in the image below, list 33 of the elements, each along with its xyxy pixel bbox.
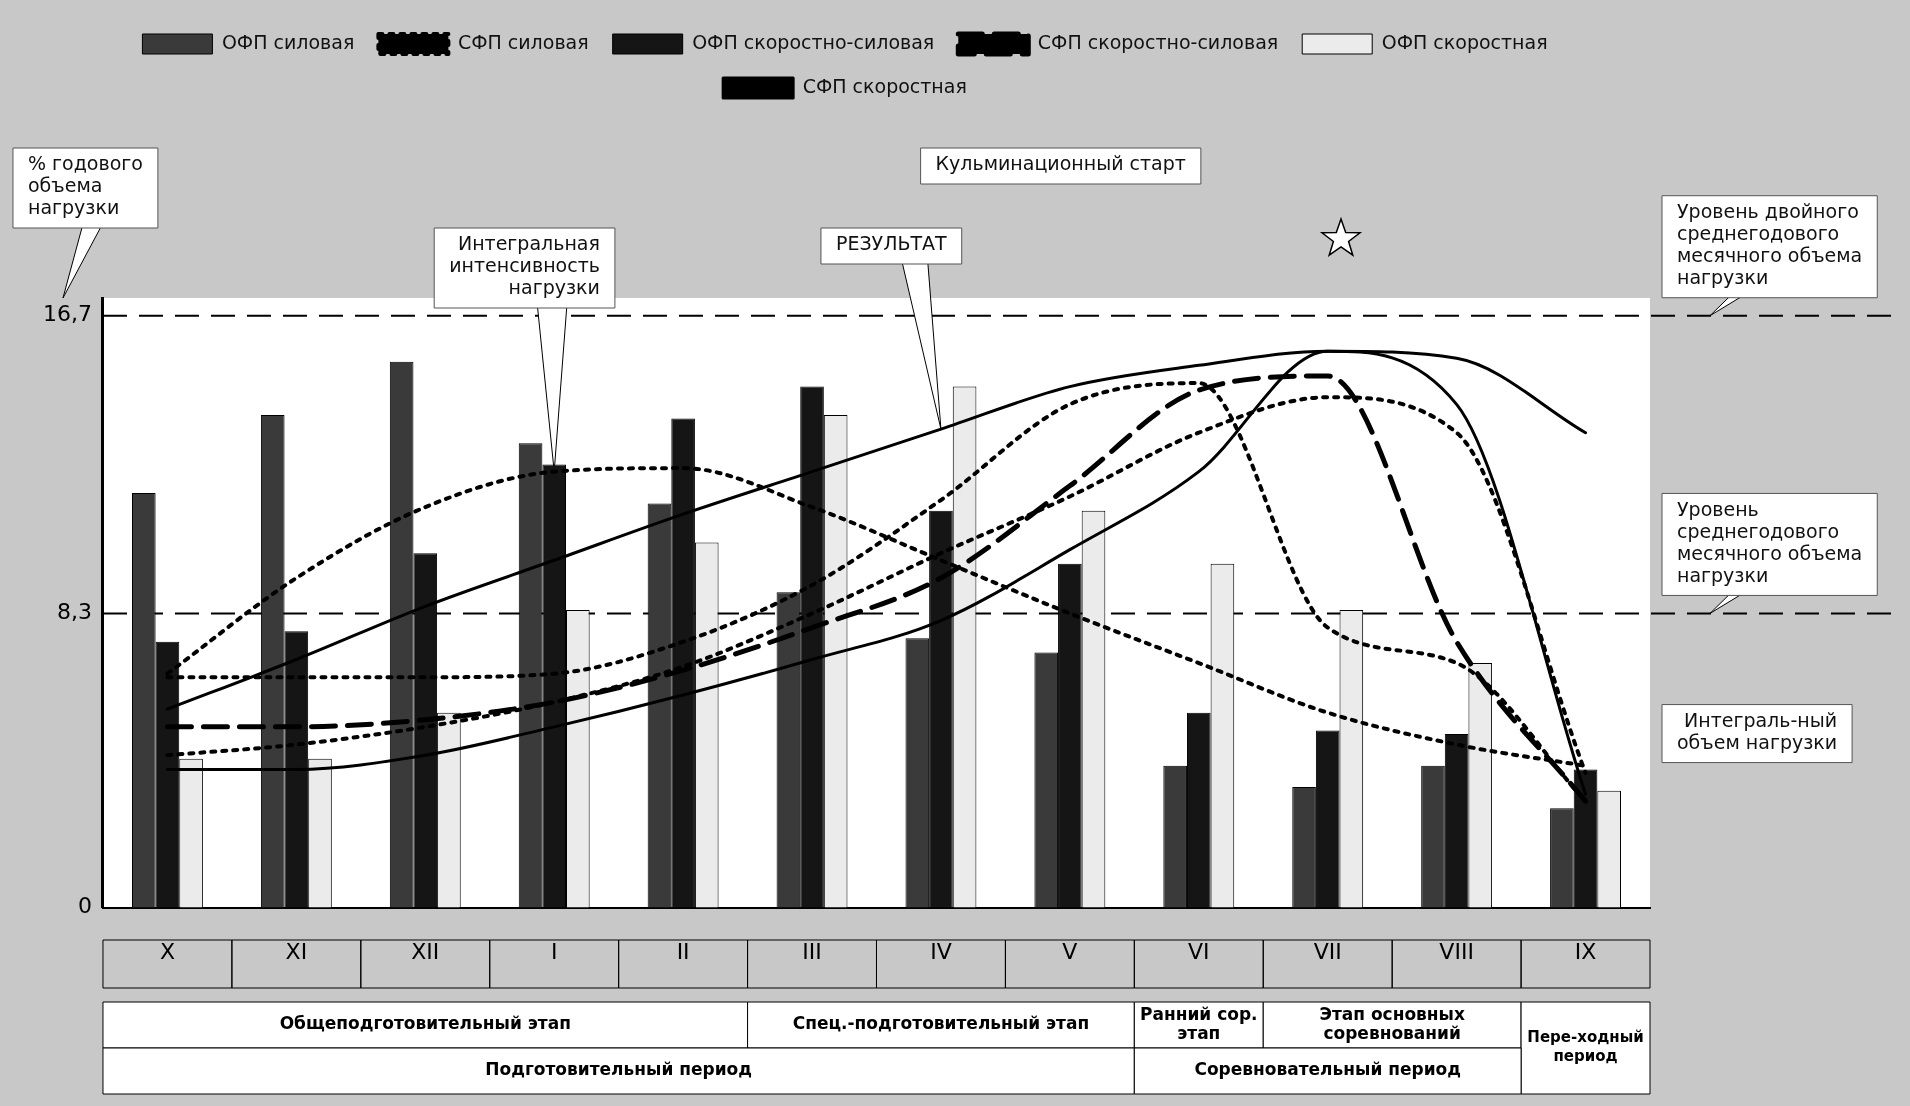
x-tick-label: VII — [1313, 938, 1342, 964]
annotation: РЕЗУЛЬТАТ — [835, 232, 948, 255]
legend-label: ОФП скоростно-силовая — [692, 30, 935, 53]
x-tick-label: IV — [930, 938, 952, 964]
text: Общеподготовительный этап — [279, 1013, 571, 1034]
y-tick-label: 16,7 — [43, 301, 92, 327]
annotation: Интегральная интенсивность нагрузки — [449, 232, 600, 299]
x-tick-label: VI — [1188, 938, 1210, 964]
text: Интеграль-ный объем нагрузки — [1677, 709, 1838, 753]
x-tick-label: III — [802, 938, 822, 964]
x-tick-label: II — [676, 938, 690, 964]
text: Соревновательный период — [1194, 1059, 1461, 1080]
legend-label: СФП скоростно-силовая — [1037, 30, 1279, 53]
x-tick-label: XII — [411, 938, 440, 964]
x-tick-label: XI — [285, 938, 308, 964]
y-tick-label: 0 — [77, 893, 92, 919]
text: Этап основных соревнований — [1319, 1003, 1465, 1043]
x-tick-label: VIII — [1439, 938, 1474, 964]
text: Пере-ходный период — [1527, 1028, 1644, 1066]
text: Ранний сор. этап — [1140, 1003, 1258, 1043]
y-axis-title: % годового объема нагрузки — [27, 152, 143, 219]
legend-label: СФП силовая — [457, 30, 589, 53]
x-tick-label: V — [1062, 938, 1078, 964]
x-tick-label: IX — [1574, 938, 1597, 964]
y-tick-label: 8,3 — [56, 599, 92, 625]
text: Кульминационный старт — [935, 152, 1186, 175]
legend-label: СФП скоростная — [802, 74, 967, 97]
legend-label: ОФП силовая — [221, 30, 355, 53]
text: Спец.-подготовительный этап — [792, 1013, 1090, 1034]
text: Подготовительный период — [485, 1059, 753, 1080]
legend-label: ОФП скоростная — [1381, 30, 1548, 53]
x-tick-label: I — [550, 938, 558, 964]
x-tick-label: X — [159, 938, 175, 964]
